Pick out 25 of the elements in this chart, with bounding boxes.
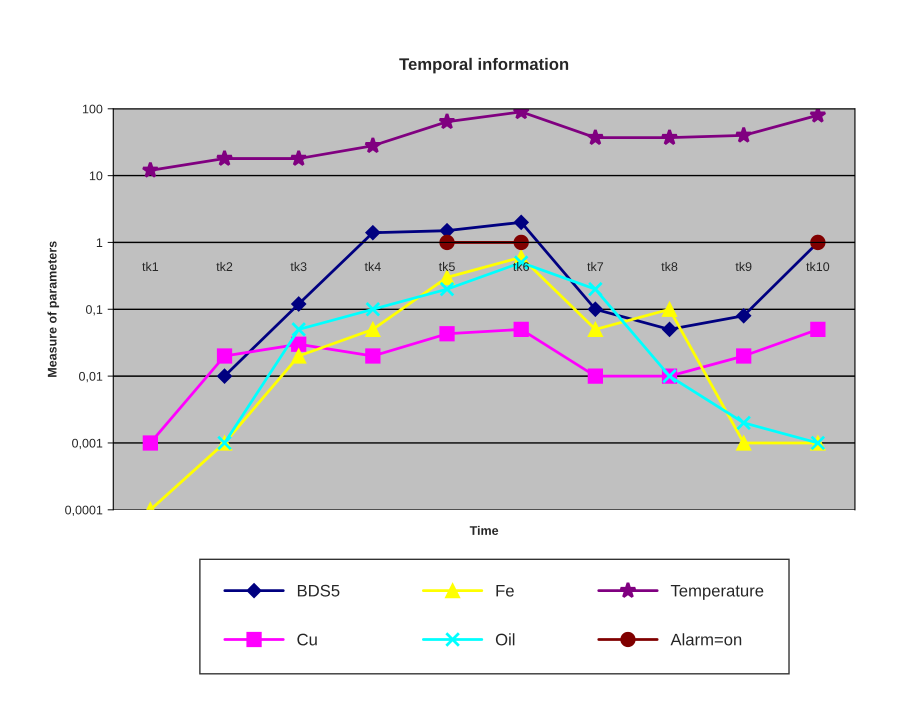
legend-label: Alarm=on [670, 633, 742, 646]
y-tick-label: 0,001 [72, 438, 102, 450]
chart-title: Temporal information [399, 58, 568, 74]
x-tick-label: tk10 [806, 262, 830, 272]
legend-label: Cu [297, 634, 317, 646]
y-tick-label: 0,0001 [65, 506, 102, 516]
x-tick-label: tk9 [736, 262, 752, 272]
x-tick-label: tk2 [216, 262, 232, 272]
legend-label: Temperature [670, 584, 764, 600]
x-tick-label: tk4 [364, 262, 381, 272]
y-tick-label: 1 [96, 238, 102, 247]
x-tick-label: tk5 [438, 262, 455, 272]
y-tick-label: 0,1 [86, 305, 102, 316]
x-tick-label: tk3 [290, 262, 306, 272]
y-tick-label: 10 [90, 171, 102, 180]
y-tick-label: 100 [82, 104, 102, 114]
x-axis-title: Time [470, 526, 498, 536]
legend-label: Oil [496, 633, 514, 646]
x-tick-label: tk1 [142, 262, 158, 272]
x-tick-label: tk7 [587, 262, 604, 272]
y-axis-title: Measure of parameters [47, 241, 60, 377]
legend-label: BDS5 [298, 584, 340, 597]
x-tick-label: tk8 [661, 262, 678, 272]
y-tick-label: 0,01 [79, 372, 102, 382]
legend-label: Fe [496, 584, 514, 597]
